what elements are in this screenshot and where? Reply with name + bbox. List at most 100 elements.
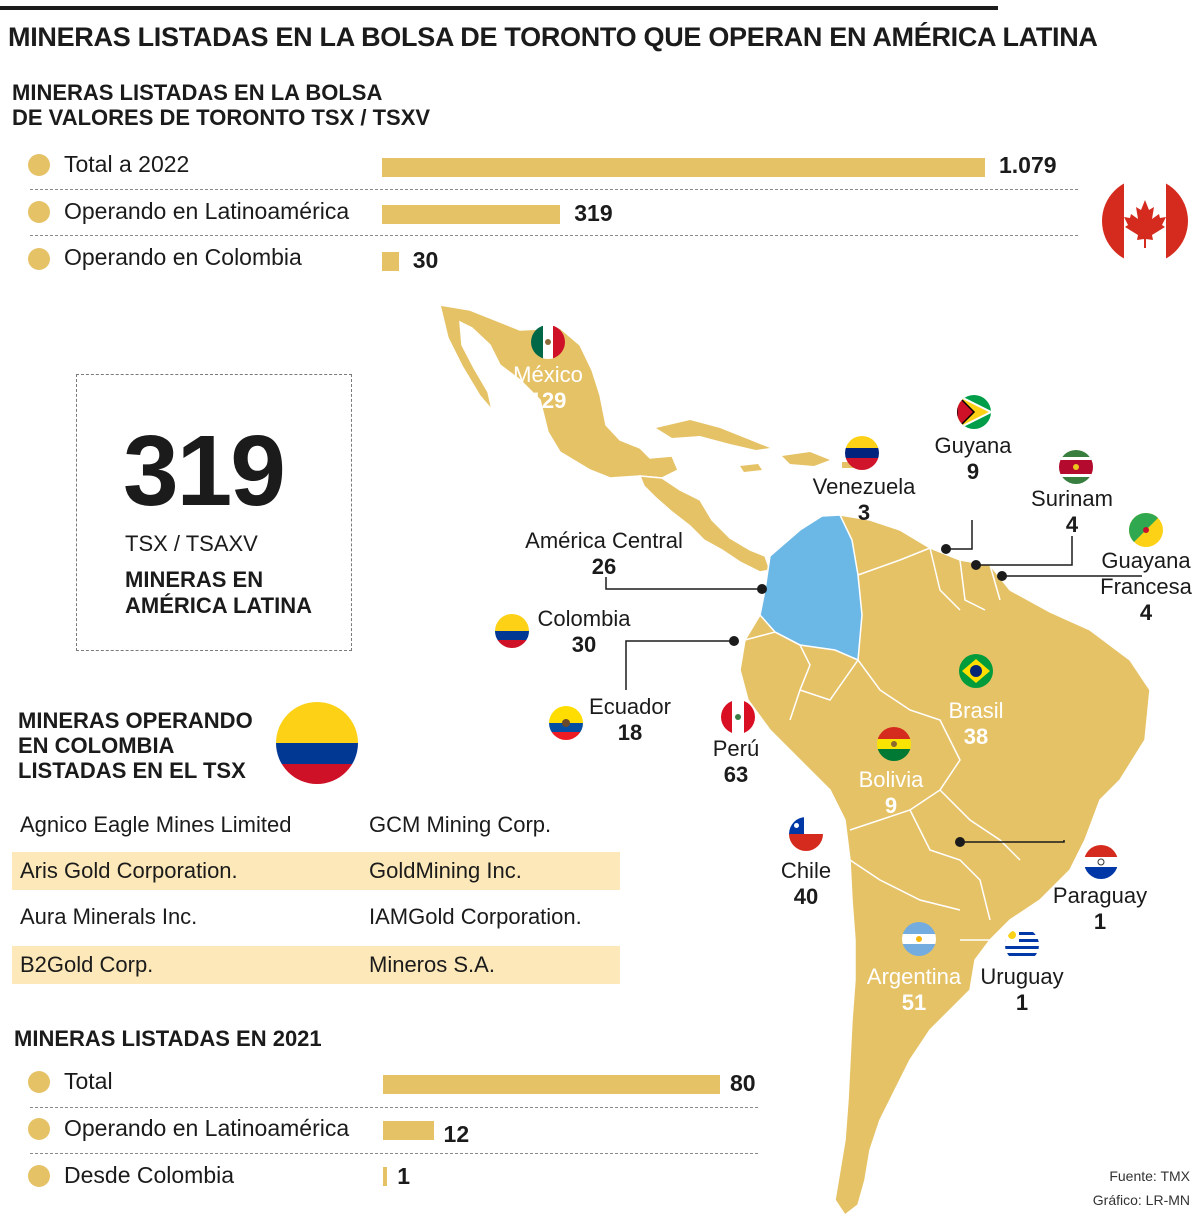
- summary-subtitle: TSX / TSAXV: [125, 531, 258, 556]
- peru-flag-icon: [721, 700, 755, 734]
- bar-colombia: [382, 252, 399, 271]
- country-name: Argentina: [866, 964, 962, 989]
- brazil-flag-icon: [959, 654, 993, 688]
- map-borders: [744, 547, 1021, 941]
- row-label-2021-total: Total: [64, 1068, 113, 1094]
- map-leader-dots: [729, 544, 1007, 847]
- page-title: MINERAS LISTADAS EN LA BOLSA DE TORONTO …: [8, 22, 1098, 52]
- country-name: Colombia: [537, 606, 631, 631]
- country-name: Venezuela: [812, 474, 916, 499]
- credit-note: Gráfico: LR-MN: [1092, 1192, 1190, 1208]
- row-label-2021-latam: Operando en Latinoamérica: [64, 1115, 350, 1141]
- label-venezuela: Venezuela 3: [813, 474, 916, 526]
- colombia-map-flag-icon: [495, 614, 529, 648]
- country-count: 26: [591, 554, 617, 579]
- country-count: 9: [884, 793, 898, 818]
- value-2021-colombia: 1: [397, 1163, 410, 1189]
- country-count: 4: [1139, 600, 1153, 625]
- company-row: B2Gold Corp. Mineros S.A.: [12, 946, 620, 984]
- country-name: Paraguay: [1052, 883, 1148, 908]
- summary-box: 319 TSX / TSAXV MINERAS EN AMÉRICA LATIN…: [76, 374, 352, 651]
- uruguay-flag-icon: [1005, 928, 1039, 962]
- argentina-flag-icon: [902, 922, 936, 956]
- label-french-guiana: Guayana Francesa 4: [1100, 548, 1192, 626]
- label-uruguay: Uruguay 1: [980, 964, 1063, 1016]
- bullet-dot: [28, 1118, 50, 1140]
- colombia-heading-line1: MINERAS OPERANDO: [18, 708, 253, 733]
- company-name: Mineros S.A.: [369, 952, 495, 977]
- colombia-heading: MINERAS OPERANDO EN COLOMBIA LISTADAS EN…: [18, 708, 253, 783]
- company-name: Aris Gold Corporation.: [20, 858, 238, 883]
- country-name: Francesa: [1100, 574, 1192, 599]
- country-name: Guayana: [1101, 548, 1191, 573]
- summary-number: 319: [123, 415, 286, 527]
- row-divider: [30, 235, 1078, 236]
- y2021-heading: MINERAS LISTADAS EN 2021: [14, 1026, 322, 1051]
- map-leader-lines: [605, 520, 1142, 843]
- colombia-heading-line3: LISTADAS EN EL TSX: [18, 758, 246, 783]
- bar-2021-latam: [383, 1121, 434, 1140]
- bar-2021-colombia: [383, 1167, 388, 1186]
- bullet-dot: [28, 201, 50, 223]
- summary-tag: MINERAS EN AMÉRICA LATINA: [125, 567, 312, 619]
- french-guiana-flag-icon: [1129, 513, 1163, 547]
- value-latam: 319: [574, 200, 613, 226]
- map-central-america: [638, 475, 771, 573]
- map-mexico: [439, 304, 679, 479]
- value-2021-latam: 12: [443, 1121, 470, 1147]
- summary-tag-line1: MINERAS EN: [125, 567, 264, 592]
- value-2021-total: 80: [730, 1070, 756, 1096]
- label-argentina: Argentina 51: [867, 964, 961, 1016]
- country-name: Ecuador: [589, 694, 671, 719]
- company-name: GCM Mining Corp.: [369, 812, 552, 837]
- country-count: 40: [793, 884, 819, 909]
- company-name: GoldMining Inc.: [369, 858, 522, 883]
- country-count: 51: [901, 990, 927, 1015]
- tsx-heading-line1: MINERAS LISTADAS EN LA BOLSA: [12, 80, 383, 105]
- bar-2021-total: [383, 1075, 720, 1094]
- value-total-2022: 1.079: [999, 152, 1057, 178]
- row-label-colombia: Operando en Colombia: [64, 244, 302, 270]
- row-label-latam: Operando en Latinoamérica: [64, 198, 350, 224]
- company-name: IAMGold Corporation.: [369, 904, 582, 929]
- tsx-heading-line2: DE VALORES DE TORONTO TSX / TSXV: [12, 105, 431, 130]
- bar-total-2022: [382, 158, 985, 177]
- label-brasil: Brasil 38: [948, 698, 1003, 750]
- row-divider: [30, 189, 1078, 190]
- country-name: Perú: [712, 736, 760, 761]
- summary-tag-line2: AMÉRICA LATINA: [125, 593, 312, 618]
- bar-latam: [382, 205, 561, 224]
- bullet-dot: [28, 1165, 50, 1187]
- map-jamaica: [740, 464, 762, 472]
- suriname-flag-icon: [1059, 450, 1093, 484]
- guyana-flag-icon: [957, 395, 991, 429]
- top-rule: [0, 6, 998, 10]
- label-ecuador: Ecuador 18: [589, 694, 671, 746]
- bolivia-flag-icon: [877, 727, 911, 761]
- label-mexico: México 129: [513, 362, 583, 414]
- country-count: 3: [857, 500, 871, 525]
- company-name: B2Gold Corp.: [20, 952, 154, 977]
- country-name: Guyana: [934, 433, 1012, 458]
- row-divider: [30, 1107, 758, 1108]
- row-divider: [30, 1153, 758, 1154]
- venezuela-flag-icon: [845, 436, 879, 470]
- country-count: 1: [1093, 909, 1107, 934]
- country-name: México: [513, 362, 583, 387]
- label-chile: Chile 40: [781, 858, 831, 910]
- row-label-2021-colombia: Desde Colombia: [64, 1162, 235, 1188]
- country-count: 30: [571, 632, 597, 657]
- company-name: Aura Minerals Inc.: [20, 904, 198, 929]
- source-note: Fuente: TMX: [1109, 1168, 1190, 1184]
- label-colombia: Colombia 30: [538, 606, 631, 658]
- value-colombia: 30: [412, 247, 439, 273]
- bullet-dot: [28, 1071, 50, 1093]
- colombia-heading-line2: EN COLOMBIA: [18, 733, 175, 758]
- country-name: Bolivia: [858, 767, 924, 792]
- ecuador-flag-icon: [549, 706, 583, 740]
- country-name: Surinam: [1031, 486, 1113, 511]
- country-count: 1: [1015, 990, 1029, 1015]
- canada-flag-icon: [1102, 178, 1188, 264]
- bullet-dot: [28, 248, 50, 270]
- label-bolivia: Bolivia 9: [859, 767, 924, 819]
